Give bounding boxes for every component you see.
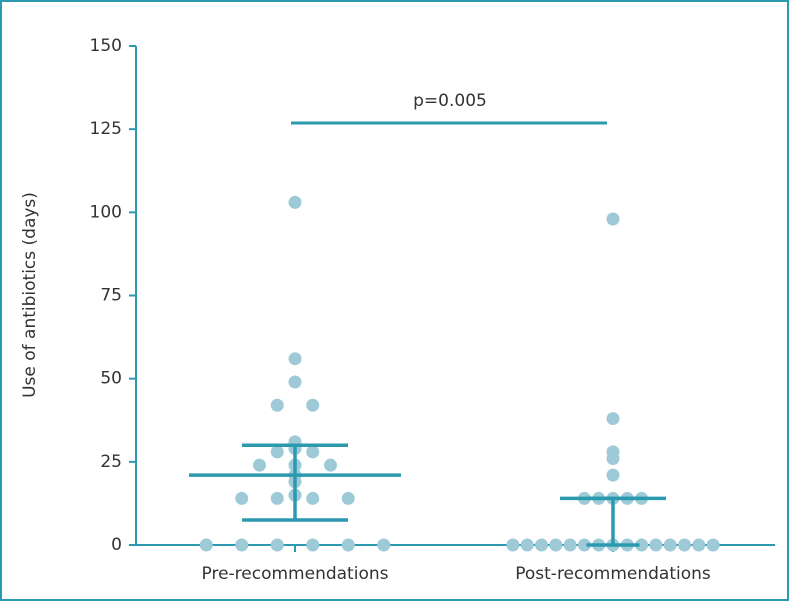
y-tick-label: 75 (100, 286, 122, 306)
data-point (306, 538, 320, 552)
y-tick-label: 0 (111, 535, 122, 555)
y-tick-label: 50 (100, 369, 122, 389)
data-point (235, 538, 249, 552)
data-point (199, 538, 213, 552)
data-point (235, 491, 249, 505)
data-point (377, 538, 391, 552)
data-point (306, 491, 320, 505)
data-point (288, 352, 302, 366)
data-point (306, 445, 320, 459)
annotation: p=0.005 (413, 91, 487, 111)
data-point (288, 195, 302, 209)
data-point (606, 468, 620, 482)
data-point (306, 398, 320, 412)
y-tick-label: 125 (90, 119, 122, 139)
data-point (606, 412, 620, 426)
data-point (549, 538, 563, 552)
y-tick-label: 25 (100, 452, 122, 472)
data-point (635, 538, 649, 552)
x-tick-label: Post-recommendations (515, 564, 711, 584)
data-point (341, 491, 355, 505)
data-point (563, 538, 577, 552)
data-point (678, 538, 691, 552)
x-tick-label: Pre-recommendations (202, 564, 389, 584)
data-point (706, 538, 720, 552)
data-point (649, 538, 663, 552)
data-point (663, 538, 677, 552)
data-point (692, 538, 706, 552)
data-point (577, 538, 591, 552)
data-point (506, 538, 520, 552)
data-point (270, 538, 284, 552)
y-tick-label: 150 (90, 36, 122, 56)
data-point (270, 445, 284, 459)
y-axis-label: Use of antibiotics (days) (20, 192, 40, 398)
data-point (535, 538, 548, 552)
data-point (324, 458, 337, 472)
data-point (606, 212, 620, 226)
data-point (270, 491, 284, 505)
data-point (270, 398, 284, 412)
data-point (288, 375, 302, 389)
data-point (520, 538, 534, 552)
y-tick-label: 100 (90, 202, 122, 222)
data-point (253, 458, 266, 472)
data-point (606, 445, 620, 459)
data-point (341, 538, 355, 552)
